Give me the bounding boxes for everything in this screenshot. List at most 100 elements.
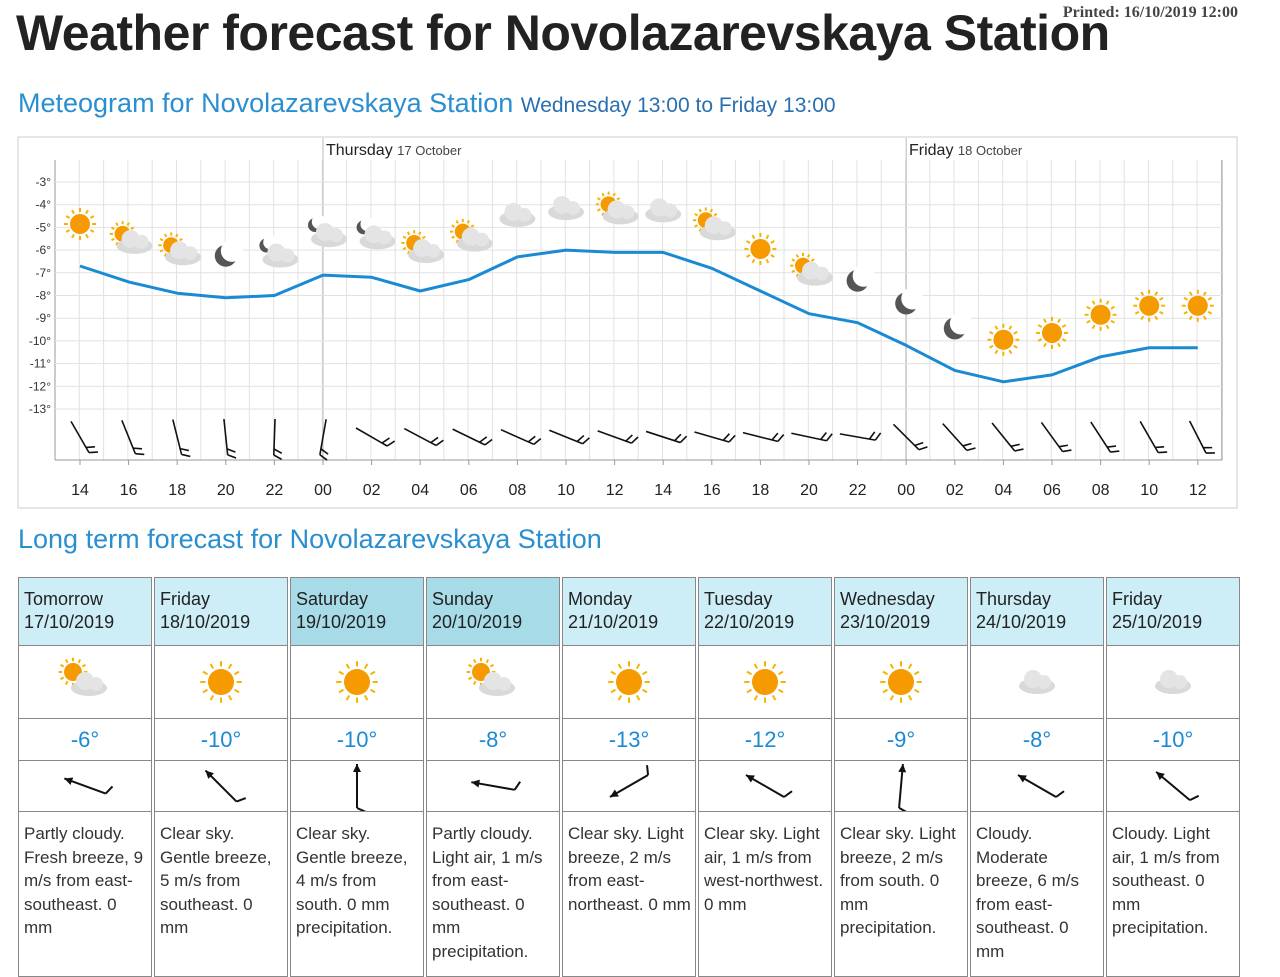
- sun-ray: [753, 663, 759, 669]
- weather-icon: [1019, 670, 1055, 694]
- sun: [1042, 322, 1062, 343]
- forecast-column: Tomorrow 17/10/2019 -6° Partly cloudy. Fres…: [18, 577, 152, 977]
- day-date: 25/10/2019: [1112, 612, 1203, 632]
- printed-date: Printed: 16/10/2019 12:00: [1062, 4, 1238, 21]
- sun-ray: [795, 254, 800, 258]
- sun-ray: [610, 688, 616, 694]
- wind-barb: [962, 442, 972, 447]
- sun-ray: [71, 209, 75, 215]
- column-header: Wednesday 23/10/2019: [835, 578, 967, 646]
- forecast-column: Friday 25/10/2019 -10° Cloudy. Light air, 1…: [1106, 577, 1240, 977]
- sun-ray: [989, 330, 994, 335]
- sun-ray: [468, 676, 473, 681]
- sun-ray: [751, 234, 756, 240]
- weather-icon: [744, 232, 777, 265]
- wind-barb: [513, 781, 521, 791]
- sun-ray: [64, 680, 69, 685]
- sun-ray: [227, 663, 233, 669]
- weather-icon: [308, 214, 347, 248]
- x-tick-label: 18: [168, 482, 186, 499]
- wind-barb: [771, 432, 779, 441]
- y-tick-label: -3°: [36, 175, 52, 189]
- temperature: -10°: [155, 719, 287, 761]
- wind-cell: [155, 761, 287, 812]
- wind-shaft: [172, 419, 183, 455]
- sun-ray: [601, 192, 605, 197]
- weather-icon: [336, 661, 378, 703]
- wind-arrow: [991, 422, 1024, 452]
- wind-barb: [728, 434, 736, 443]
- wind-barb: [1010, 443, 1020, 448]
- sun-ray: [175, 233, 179, 238]
- temperature: -8°: [971, 719, 1103, 761]
- x-tick-label: 00: [314, 482, 332, 499]
- sun-ray: [1183, 310, 1188, 315]
- x-tick-label: 20: [800, 482, 818, 499]
- weather-icon: [987, 323, 1020, 356]
- temperature: -8°: [427, 719, 559, 761]
- wind-arrow: [791, 432, 833, 442]
- temperature: -6°: [19, 719, 151, 761]
- day-name: Saturday: [296, 589, 369, 609]
- day-date: 18/10/2019: [160, 612, 251, 632]
- wind-barb: [226, 448, 236, 453]
- sun-ray: [751, 258, 756, 264]
- cloud: [717, 221, 732, 236]
- wind-barb: [484, 438, 493, 446]
- weather-icon: [1084, 298, 1117, 331]
- day-name: Monday: [568, 589, 633, 609]
- sun-ray: [771, 695, 777, 701]
- page-title: Weather forecast for Novolazarevskaya St…: [16, 5, 1110, 61]
- column-header: Friday 25/10/2019: [1107, 578, 1239, 646]
- wind-barb: [1205, 452, 1215, 454]
- wind-cell: [835, 761, 967, 814]
- wind-barb: [646, 765, 650, 776]
- sun-ray: [402, 246, 407, 251]
- sun-ray: [882, 670, 888, 676]
- wind-barb: [630, 436, 639, 444]
- wind-head: [1017, 775, 1027, 783]
- day-name: Sunday: [432, 589, 494, 609]
- sun-ray: [1154, 291, 1159, 296]
- wind-arrow: [63, 777, 114, 795]
- wind-barb: [133, 447, 143, 450]
- moon-cut: [220, 239, 243, 262]
- sun-ray: [338, 688, 344, 694]
- day-name: Thursday: [976, 589, 1052, 609]
- cloud: [329, 228, 343, 243]
- sun-ray: [418, 231, 422, 236]
- sun: [616, 669, 642, 695]
- column-header: Saturday 19/10/2019: [291, 578, 423, 646]
- wind-cell: [1107, 761, 1239, 812]
- y-tick-label: -7°: [36, 266, 52, 280]
- sun-ray: [402, 235, 407, 240]
- sun-ray: [179, 237, 183, 242]
- forecast-column: Saturday 19/10/2019 -10° Clear sky. Gentle …: [290, 577, 424, 977]
- sun-ray: [694, 212, 698, 217]
- sun-ray: [1159, 310, 1164, 315]
- day-date: 22/10/2019: [704, 612, 795, 632]
- sun-ray: [810, 258, 815, 262]
- sun-ray: [363, 663, 369, 669]
- sun-ray: [1013, 330, 1018, 335]
- wind-arrow: [500, 428, 542, 446]
- sun-ray: [1013, 344, 1018, 349]
- wind-arrow: [1017, 774, 1065, 798]
- sun: [70, 213, 90, 234]
- sun-ray: [889, 695, 895, 701]
- wind-barb: [386, 440, 396, 447]
- wind-arrow: [353, 764, 367, 813]
- weather-icon: [58, 657, 107, 696]
- day-date: 17/10/2019: [24, 612, 115, 632]
- sun-ray: [159, 237, 164, 242]
- wind-barb: [320, 448, 329, 455]
- wind-arrow: [597, 430, 639, 444]
- wind-cell: [699, 761, 831, 812]
- weather-icon: [880, 661, 922, 703]
- column-header: Friday 18/10/2019: [155, 578, 287, 646]
- weather-icon: [466, 657, 515, 696]
- y-tick-label: -4°: [36, 198, 52, 212]
- wind-barb: [625, 434, 633, 442]
- wind-barb: [1062, 449, 1072, 453]
- temperature: -12°: [699, 719, 831, 761]
